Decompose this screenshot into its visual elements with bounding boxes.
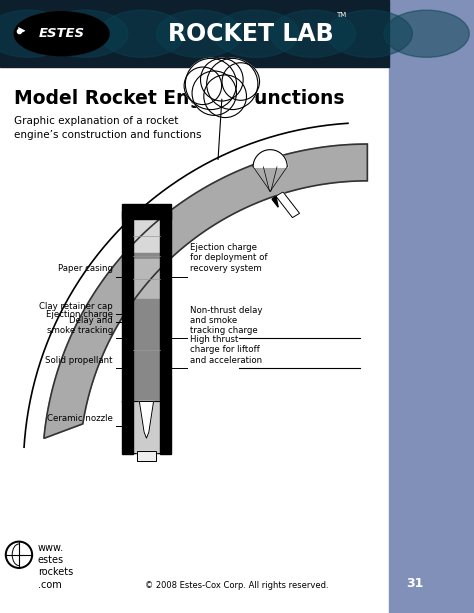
Text: Model Rocket Engine Functions: Model Rocket Engine Functions <box>14 89 345 108</box>
Text: Ceramic nozzle: Ceramic nozzle <box>47 414 113 423</box>
Polygon shape <box>272 196 278 207</box>
Polygon shape <box>122 402 171 454</box>
Text: www.
estes
rockets
.com: www. estes rockets .com <box>38 543 73 590</box>
Text: High thrust
charge for liftoff
and acceleration: High thrust charge for liftoff and accel… <box>190 335 262 365</box>
Circle shape <box>192 71 237 115</box>
Text: © 2008 Estes-Cox Corp. All rights reserved.: © 2008 Estes-Cox Corp. All rights reserv… <box>145 581 329 590</box>
Polygon shape <box>139 402 154 438</box>
Ellipse shape <box>327 10 412 58</box>
Text: 31: 31 <box>406 577 423 590</box>
Text: Graphic explanation of a rocket
engine’s construction and functions: Graphic explanation of a rocket engine’s… <box>14 116 202 140</box>
Text: Clay retainer cap: Clay retainer cap <box>39 302 113 311</box>
Ellipse shape <box>213 10 299 58</box>
Text: TM: TM <box>337 12 347 18</box>
Bar <box>122 204 171 219</box>
Circle shape <box>185 58 237 110</box>
Circle shape <box>8 543 30 566</box>
Text: ROCKET LAB: ROCKET LAB <box>168 21 334 46</box>
Bar <box>137 451 156 461</box>
Bar <box>389 0 474 613</box>
Text: Non-thrust delay
and smoke
tracking charge: Non-thrust delay and smoke tracking char… <box>190 305 262 335</box>
Ellipse shape <box>43 10 128 58</box>
Text: Paper casing: Paper casing <box>58 264 113 273</box>
Polygon shape <box>44 144 367 438</box>
Polygon shape <box>200 89 247 98</box>
Circle shape <box>222 63 260 101</box>
Ellipse shape <box>100 10 185 58</box>
Ellipse shape <box>270 10 356 58</box>
Bar <box>137 451 156 461</box>
Ellipse shape <box>156 10 242 58</box>
Bar <box>133 219 160 253</box>
Text: Ejection charge: Ejection charge <box>46 310 113 319</box>
Polygon shape <box>276 192 300 218</box>
Bar <box>133 299 160 402</box>
Ellipse shape <box>0 10 71 58</box>
Bar <box>133 259 160 299</box>
Circle shape <box>184 67 222 105</box>
Bar <box>160 211 171 454</box>
Text: Solid propellant: Solid propellant <box>46 356 113 365</box>
Circle shape <box>204 75 246 118</box>
Text: ESTES: ESTES <box>38 27 85 40</box>
Bar <box>0 0 389 67</box>
Circle shape <box>6 541 32 568</box>
Ellipse shape <box>384 10 469 58</box>
Bar <box>133 253 160 259</box>
Bar <box>122 211 133 454</box>
Text: Ejection charge
for deployment of
recovery system: Ejection charge for deployment of recove… <box>190 243 267 273</box>
Text: Delay and
smoke tracking: Delay and smoke tracking <box>46 316 113 335</box>
Circle shape <box>207 58 258 110</box>
Ellipse shape <box>14 12 109 56</box>
Circle shape <box>201 58 243 101</box>
